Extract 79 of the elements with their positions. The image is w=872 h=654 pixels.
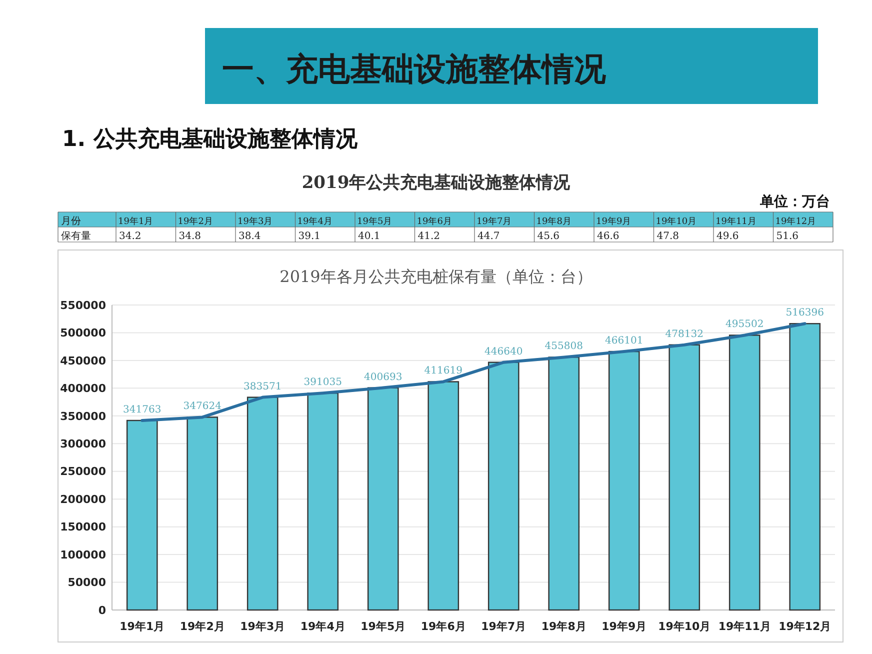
bar xyxy=(488,362,520,611)
y-tick-label: 500000 xyxy=(60,326,106,340)
y-tick-label: 400000 xyxy=(60,382,106,396)
category-label: 19年1月 xyxy=(118,216,154,227)
category-label: 19年5月 xyxy=(357,216,392,227)
category-label: 19年12月 xyxy=(775,216,816,227)
text: 单位：万台 xyxy=(759,194,830,210)
data-label: 38.4 xyxy=(238,231,261,242)
data-label: 51.6 xyxy=(776,231,799,242)
bar xyxy=(668,344,700,611)
data-label: 347624 xyxy=(183,401,222,412)
category-label: 19年9月 xyxy=(596,216,632,227)
bar xyxy=(307,392,339,611)
data-label: 383571 xyxy=(244,381,282,392)
data-label: 45.6 xyxy=(537,231,560,242)
category-label: 19年2月 xyxy=(178,216,213,227)
data-label: 455808 xyxy=(544,341,583,352)
y-tick-label: 350000 xyxy=(60,410,106,423)
y-tick-label: 100000 xyxy=(60,548,106,562)
bar xyxy=(186,416,218,611)
text: 保有量 xyxy=(61,230,91,242)
chart-title: 2019年各月公共充电桩保有量（单位：台） xyxy=(280,267,592,286)
bar xyxy=(548,356,580,611)
category-label: 19年7月 xyxy=(476,216,512,227)
category-label: 19年10月 xyxy=(656,216,697,227)
data-label: 516396 xyxy=(786,308,824,319)
bar xyxy=(246,396,278,611)
data-label: 411619 xyxy=(424,366,462,377)
bar xyxy=(608,350,640,611)
bar xyxy=(789,323,821,611)
category-label: 19年11月 xyxy=(716,216,756,227)
data-label: 466101 xyxy=(605,336,644,347)
x-tick-label: 19年12月 xyxy=(778,620,832,633)
x-tick-label: 19年6月 xyxy=(420,620,466,633)
x-tick-label: 19年1月 xyxy=(120,620,165,633)
x-tick-label: 19年8月 xyxy=(541,620,586,633)
x-tick-label: 19年9月 xyxy=(602,620,647,633)
text: 2019年公共充电基础设施整体情况 xyxy=(302,173,572,193)
y-tick-label: 300000 xyxy=(60,437,106,450)
y-tick-label: 450000 xyxy=(60,354,106,368)
data-label: 41.2 xyxy=(418,231,440,242)
data-label: 478132 xyxy=(665,328,704,340)
y-tick-label: 200000 xyxy=(60,492,106,506)
x-tick-label: 19年5月 xyxy=(360,620,406,633)
data-label: 495502 xyxy=(726,319,764,330)
y-tick-label: 250000 xyxy=(60,465,106,478)
category-label: 19年8月 xyxy=(536,216,572,227)
x-tick-label: 19年7月 xyxy=(481,620,526,633)
y-tick-label: 50000 xyxy=(68,576,106,590)
category-label: 19年4月 xyxy=(297,216,332,227)
bar xyxy=(126,420,158,611)
text: 月份 xyxy=(61,216,81,227)
data-label: 34.2 xyxy=(119,231,142,242)
bar xyxy=(428,381,460,611)
x-tick-label: 19年3月 xyxy=(240,620,286,633)
data-label: 49.6 xyxy=(716,231,739,242)
bar xyxy=(367,387,399,611)
data-label: 46.6 xyxy=(597,231,620,242)
y-tick-label: 0 xyxy=(98,604,106,617)
y-tick-label: 550000 xyxy=(60,298,106,312)
bar xyxy=(728,334,760,611)
data-label: 446640 xyxy=(484,346,523,358)
data-label: 341763 xyxy=(123,404,162,416)
text: 1. 公共充电基础设施整体情况 xyxy=(62,126,358,152)
x-tick-label: 19年11月 xyxy=(718,620,771,633)
data-label: 44.7 xyxy=(478,231,500,242)
text: 一、充电基础设施整体情况 xyxy=(222,50,607,88)
data-label: 34.8 xyxy=(178,231,202,242)
category-label: 19年6月 xyxy=(416,216,452,227)
x-tick-label: 19年4月 xyxy=(300,620,346,633)
data-label: 47.8 xyxy=(656,231,680,242)
data-label: 39.1 xyxy=(298,231,321,242)
x-tick-label: 19年2月 xyxy=(180,620,225,633)
data-label: 400693 xyxy=(364,372,402,383)
y-tick-label: 150000 xyxy=(60,520,106,534)
data-label: 40.1 xyxy=(358,231,380,242)
data-label: 391035 xyxy=(304,377,342,388)
category-label: 19年3月 xyxy=(238,216,273,227)
x-tick-label: 19年10月 xyxy=(658,620,711,633)
